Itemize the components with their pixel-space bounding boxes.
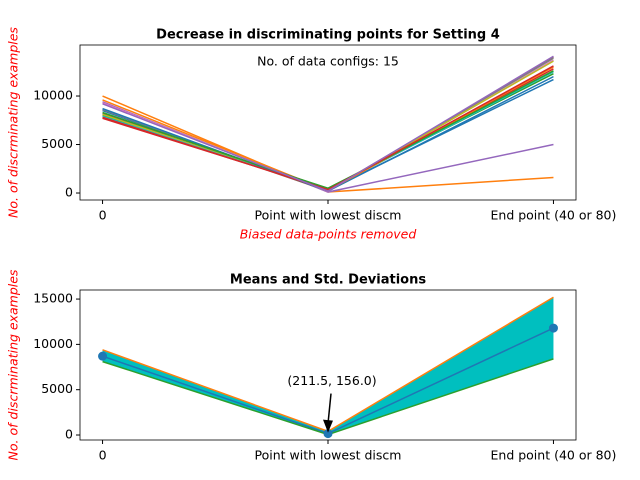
series-line bbox=[102, 70, 554, 190]
x-tick-label: Point with lowest discm bbox=[255, 208, 402, 223]
x-tick-label: 0 bbox=[99, 208, 107, 223]
y-tick-label: 0 bbox=[65, 185, 73, 200]
x-tick-label: 0 bbox=[99, 448, 107, 463]
marker bbox=[98, 351, 108, 361]
marker bbox=[323, 429, 333, 439]
x-tick-label: End point (40 or 80) bbox=[491, 448, 617, 463]
point-annotation: (211.5, 156.0) bbox=[287, 373, 376, 388]
series-line bbox=[102, 101, 554, 193]
series-line bbox=[102, 65, 554, 191]
arrow-head bbox=[323, 419, 333, 433]
y-tick-label: 5000 bbox=[41, 136, 73, 151]
y-axis-label: No. of discrminating examples bbox=[6, 269, 21, 460]
series-line bbox=[102, 59, 554, 193]
series-line bbox=[102, 75, 554, 192]
y-tick-label: 5000 bbox=[41, 381, 73, 396]
y-tick-label: 10000 bbox=[33, 336, 73, 351]
x-tick-label: Point with lowest discm bbox=[255, 448, 402, 463]
std-band bbox=[102, 297, 554, 435]
y-axis-label: No. of discrminating examples bbox=[6, 27, 21, 218]
y-tick-label: 15000 bbox=[33, 291, 73, 306]
series-line bbox=[102, 73, 554, 189]
annotation: No. of data configs: 15 bbox=[257, 54, 399, 69]
marker bbox=[548, 323, 558, 333]
series-line bbox=[102, 55, 554, 192]
chart-title: Decrease in discriminating points for Se… bbox=[156, 28, 500, 43]
y-tick-label: 0 bbox=[65, 427, 73, 442]
y-tick-label: 10000 bbox=[33, 88, 73, 103]
arrow-shaft bbox=[327, 393, 332, 424]
x-axis-label: Biased data-points removed bbox=[240, 227, 417, 242]
chart-title: Means and Std. Deviations bbox=[230, 273, 426, 288]
x-tick-label: End point (40 or 80) bbox=[491, 208, 617, 223]
